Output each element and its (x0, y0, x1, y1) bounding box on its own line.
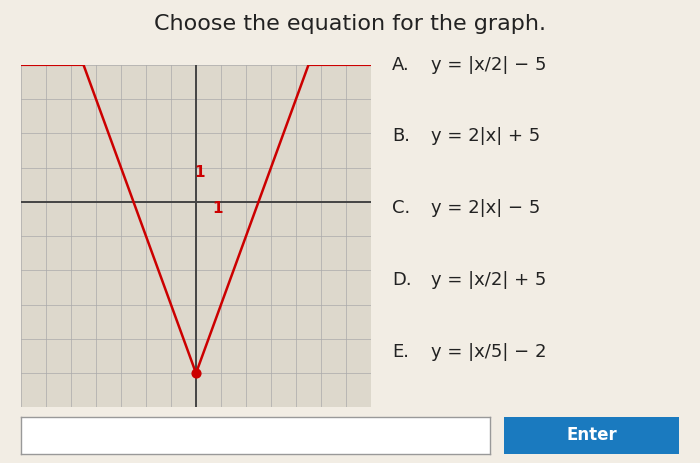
Text: E.: E. (392, 343, 409, 361)
Text: y = |x/2| − 5: y = |x/2| − 5 (430, 56, 546, 74)
Text: y = 2|x| + 5: y = 2|x| + 5 (430, 127, 540, 145)
Text: A.: A. (392, 56, 410, 74)
Point (190, 369, 202, 377)
Text: 1: 1 (195, 165, 205, 180)
Text: y = |x/2| + 5: y = |x/2| + 5 (430, 271, 546, 289)
Text: C.: C. (392, 199, 410, 217)
Text: y = |x/5| − 2: y = |x/5| − 2 (430, 343, 546, 361)
Text: B.: B. (392, 127, 410, 145)
Text: Enter: Enter (566, 426, 617, 444)
Text: y = 2|x| − 5: y = 2|x| − 5 (430, 199, 540, 217)
Text: D.: D. (392, 271, 412, 289)
Text: 1: 1 (212, 201, 223, 216)
Text: Choose the equation for the graph.: Choose the equation for the graph. (154, 14, 546, 34)
